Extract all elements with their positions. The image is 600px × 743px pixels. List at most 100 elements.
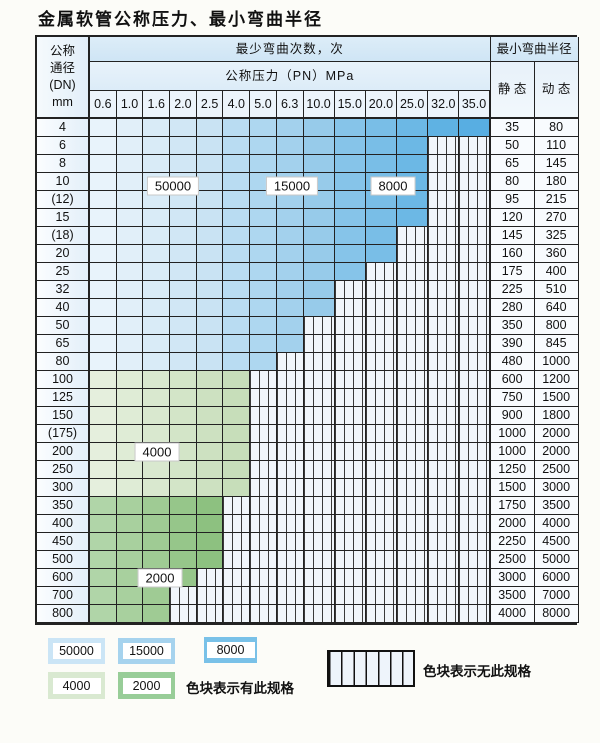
- static-radius-value: 350: [490, 317, 535, 335]
- spec-cell: [223, 263, 251, 281]
- spec-cell: [250, 335, 277, 353]
- no-spec-cell: [397, 389, 429, 407]
- cycles-label-8000: 8000: [370, 176, 416, 196]
- dynamic-radius-value: 4500: [534, 533, 579, 551]
- spec-cell: [90, 497, 117, 515]
- spec-cell: [116, 479, 144, 497]
- no-spec-cell: [276, 353, 304, 371]
- no-spec-cell: [428, 497, 460, 515]
- spec-cell: [143, 227, 171, 245]
- spec-cell: [334, 263, 366, 281]
- no-spec-cell: [365, 533, 398, 551]
- legend-swatch-2000: 2000: [118, 672, 175, 699]
- no-spec-cell: [428, 299, 460, 317]
- static-radius-value: 600: [490, 371, 535, 389]
- spec-cell: [250, 209, 277, 227]
- dynamic-radius-value: 3000: [534, 479, 579, 497]
- spec-cell: [143, 245, 171, 263]
- spec-cell: [303, 299, 335, 317]
- pressure-radius-table: 公称 通径 (DN) mm 最少弯曲次数，次 最小弯曲半径 公称压力（PN）MPa 静 …: [35, 35, 579, 625]
- spec-cell: [223, 137, 251, 155]
- no-spec-cell: [459, 533, 491, 551]
- no-spec-cell: [428, 389, 460, 407]
- no-spec-cell: [276, 443, 304, 461]
- spec-cell: [90, 281, 117, 299]
- spec-cell: [303, 245, 335, 263]
- spec-cell: [223, 191, 251, 209]
- no-spec-cell: [459, 245, 491, 263]
- pressure-col-header-0.6: 0.6: [90, 91, 117, 119]
- spec-cell: [90, 299, 117, 317]
- spec-cell: [116, 317, 144, 335]
- spec-cell: [223, 281, 251, 299]
- no-spec-cell: [196, 587, 224, 605]
- no-spec-cell: [397, 407, 429, 425]
- no-spec-cell: [276, 389, 304, 407]
- spec-cell: [334, 137, 366, 155]
- static-radius-value: 65: [490, 155, 535, 173]
- legend-swatch-8000: 8000: [204, 637, 257, 663]
- no-spec-cell: [334, 461, 366, 479]
- dynamic-radius-value: 325: [534, 227, 579, 245]
- pressure-col-header-25.0: 25.0: [397, 91, 429, 119]
- no-spec-cell: [428, 443, 460, 461]
- spec-cell: [90, 227, 117, 245]
- no-spec-cell: [303, 533, 335, 551]
- no-spec-cell: [250, 371, 277, 389]
- spec-cell: [223, 155, 251, 173]
- dynamic-radius-value: 7000: [534, 587, 579, 605]
- no-spec-cell: [334, 353, 366, 371]
- no-spec-cell: [428, 407, 460, 425]
- spec-cell: [170, 299, 197, 317]
- spec-cell: [90, 425, 117, 443]
- static-radius-value: 50: [490, 137, 535, 155]
- spec-cell: [90, 155, 117, 173]
- no-spec-cell: [459, 569, 491, 587]
- no-spec-cell: [428, 461, 460, 479]
- dynamic-radius-value: 80: [534, 119, 579, 137]
- spec-cell: [196, 137, 224, 155]
- no-spec-cell: [276, 587, 304, 605]
- spec-cell: [276, 263, 304, 281]
- dynamic-radius-value: 845: [534, 335, 579, 353]
- no-spec-cell: [303, 353, 335, 371]
- spec-cell: [143, 155, 171, 173]
- spec-cell: [90, 137, 117, 155]
- dn-cell-10: 10: [37, 173, 90, 191]
- static-radius-value: 280: [490, 299, 535, 317]
- dn-cell-250: 250: [37, 461, 90, 479]
- spec-cell: [143, 137, 171, 155]
- no-spec-cell: [428, 605, 460, 623]
- no-spec-cell: [250, 389, 277, 407]
- dynamic-radius-value: 8000: [534, 605, 579, 623]
- no-spec-cell: [365, 299, 398, 317]
- spec-cell: [90, 317, 117, 335]
- spec-cell: [90, 479, 117, 497]
- no-spec-cell: [276, 479, 304, 497]
- no-spec-cell: [397, 227, 429, 245]
- dn-cell-600: 600: [37, 569, 90, 587]
- spec-cell: [196, 425, 224, 443]
- no-spec-cell: [223, 551, 251, 569]
- spec-cell: [223, 245, 251, 263]
- spec-cell: [303, 137, 335, 155]
- dn-cell-150: 150: [37, 407, 90, 425]
- spec-cell: [116, 299, 144, 317]
- spec-cell: [334, 119, 366, 137]
- spec-cell: [397, 209, 429, 227]
- static-radius-value: 1500: [490, 479, 535, 497]
- no-spec-cell: [303, 425, 335, 443]
- dn-cell-32: 32: [37, 281, 90, 299]
- no-spec-cell: [397, 299, 429, 317]
- pressure-col-header-1.6: 1.6: [143, 91, 171, 119]
- spec-cell: [196, 533, 224, 551]
- no-spec-cell: [365, 461, 398, 479]
- spec-cell: [276, 317, 304, 335]
- spec-cell: [250, 155, 277, 173]
- spec-cell: [143, 335, 171, 353]
- spec-cell: [143, 461, 171, 479]
- spec-cell: [223, 353, 251, 371]
- no-spec-cell: [276, 461, 304, 479]
- no-spec-cell: [397, 515, 429, 533]
- spec-cell: [303, 263, 335, 281]
